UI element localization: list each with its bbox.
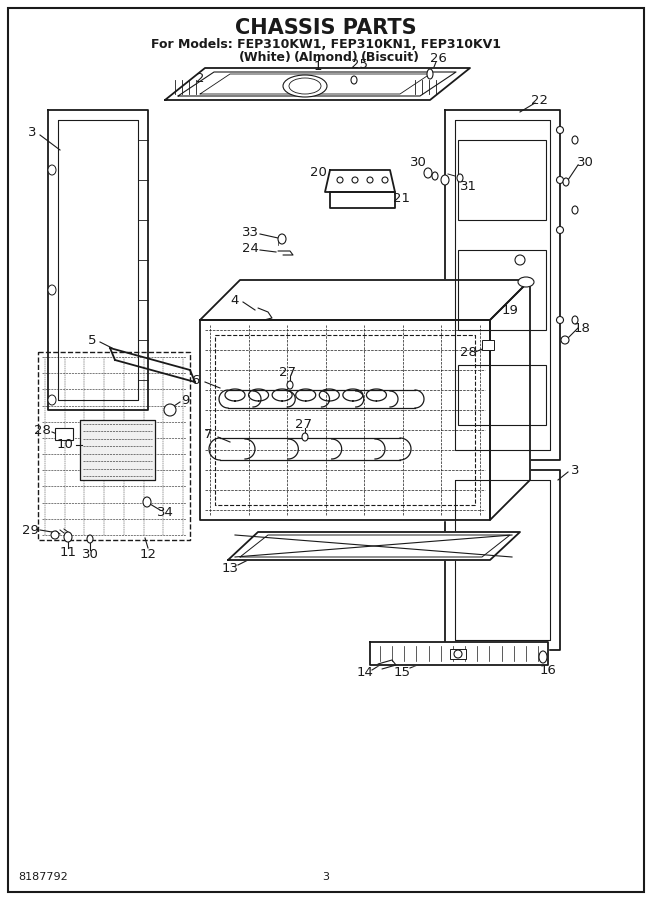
Circle shape <box>454 650 462 658</box>
Bar <box>458 140 546 220</box>
Text: 6: 6 <box>191 374 200 386</box>
Ellipse shape <box>424 168 432 178</box>
Ellipse shape <box>457 174 463 182</box>
Circle shape <box>367 177 373 183</box>
Ellipse shape <box>48 395 56 405</box>
Circle shape <box>337 177 343 183</box>
Text: 3: 3 <box>323 872 329 882</box>
Polygon shape <box>490 280 530 520</box>
Bar <box>458 365 546 425</box>
Text: 19: 19 <box>501 303 518 317</box>
Ellipse shape <box>48 165 56 175</box>
Text: 10: 10 <box>57 438 74 452</box>
Text: (Almond): (Almond) <box>293 50 359 64</box>
Text: 33: 33 <box>241 226 258 239</box>
Text: 16: 16 <box>540 663 556 677</box>
Circle shape <box>352 177 358 183</box>
Ellipse shape <box>427 69 433 79</box>
Ellipse shape <box>87 535 93 543</box>
Text: (White): (White) <box>239 50 291 64</box>
Text: 18: 18 <box>574 321 591 335</box>
Text: 29: 29 <box>22 524 38 536</box>
Circle shape <box>557 127 563 133</box>
Ellipse shape <box>283 75 327 97</box>
Ellipse shape <box>289 78 321 94</box>
Text: 8187792: 8187792 <box>18 872 68 882</box>
Text: 12: 12 <box>140 548 156 562</box>
Circle shape <box>557 317 563 323</box>
Text: 34: 34 <box>156 506 173 518</box>
Text: 20: 20 <box>310 166 327 178</box>
Text: 3: 3 <box>28 125 37 139</box>
Text: 4: 4 <box>231 293 239 307</box>
Text: 27: 27 <box>280 365 297 379</box>
Text: 28: 28 <box>33 424 50 436</box>
Text: 24: 24 <box>241 241 258 255</box>
Text: 30: 30 <box>409 156 426 168</box>
Polygon shape <box>80 420 155 480</box>
Bar <box>458 250 546 330</box>
Text: 9: 9 <box>181 393 189 407</box>
Ellipse shape <box>351 76 357 84</box>
Polygon shape <box>165 68 470 100</box>
Ellipse shape <box>432 172 438 180</box>
Text: 13: 13 <box>222 562 239 574</box>
Text: 30: 30 <box>576 156 593 168</box>
Text: 28: 28 <box>460 346 477 358</box>
Ellipse shape <box>287 381 293 389</box>
Text: 2: 2 <box>196 73 204 86</box>
Circle shape <box>382 177 388 183</box>
Polygon shape <box>200 320 490 520</box>
Text: 1: 1 <box>314 60 322 74</box>
Polygon shape <box>445 470 560 650</box>
Ellipse shape <box>302 433 308 441</box>
Polygon shape <box>370 642 548 665</box>
Polygon shape <box>38 352 190 540</box>
Text: 26: 26 <box>430 52 447 66</box>
Text: 30: 30 <box>82 548 98 562</box>
Ellipse shape <box>572 316 578 324</box>
Ellipse shape <box>563 178 569 186</box>
Text: 27: 27 <box>295 418 312 430</box>
Text: 3: 3 <box>570 464 579 476</box>
Bar <box>482 340 494 350</box>
Text: 22: 22 <box>531 94 548 106</box>
Ellipse shape <box>572 206 578 214</box>
Text: 7: 7 <box>203 428 213 442</box>
Text: 15: 15 <box>394 665 411 679</box>
Bar <box>450 649 466 659</box>
Ellipse shape <box>278 234 286 244</box>
Ellipse shape <box>48 285 56 295</box>
Polygon shape <box>325 170 395 192</box>
Text: 5: 5 <box>88 334 96 346</box>
Text: 21: 21 <box>394 192 411 204</box>
Text: 31: 31 <box>460 179 477 193</box>
Bar <box>55 428 73 440</box>
Circle shape <box>164 404 176 416</box>
Ellipse shape <box>539 651 547 663</box>
Ellipse shape <box>441 175 449 185</box>
Text: For Models: FEP310KW1, FEP310KN1, FEP310KV1: For Models: FEP310KW1, FEP310KN1, FEP310… <box>151 38 501 50</box>
Text: 11: 11 <box>59 546 76 560</box>
Text: 25: 25 <box>351 58 368 71</box>
Ellipse shape <box>64 532 72 542</box>
Circle shape <box>557 176 563 184</box>
Polygon shape <box>48 110 148 410</box>
Polygon shape <box>200 280 530 320</box>
Circle shape <box>515 255 525 265</box>
Ellipse shape <box>518 277 534 287</box>
Polygon shape <box>330 192 395 208</box>
Polygon shape <box>228 532 520 560</box>
Text: (Biscuit): (Biscuit) <box>361 50 419 64</box>
Circle shape <box>557 227 563 233</box>
Text: 14: 14 <box>357 665 374 679</box>
Circle shape <box>561 336 569 344</box>
Ellipse shape <box>143 497 151 507</box>
Polygon shape <box>445 110 560 460</box>
Ellipse shape <box>572 136 578 144</box>
Circle shape <box>51 531 59 539</box>
Text: CHASSIS PARTS: CHASSIS PARTS <box>235 18 417 38</box>
